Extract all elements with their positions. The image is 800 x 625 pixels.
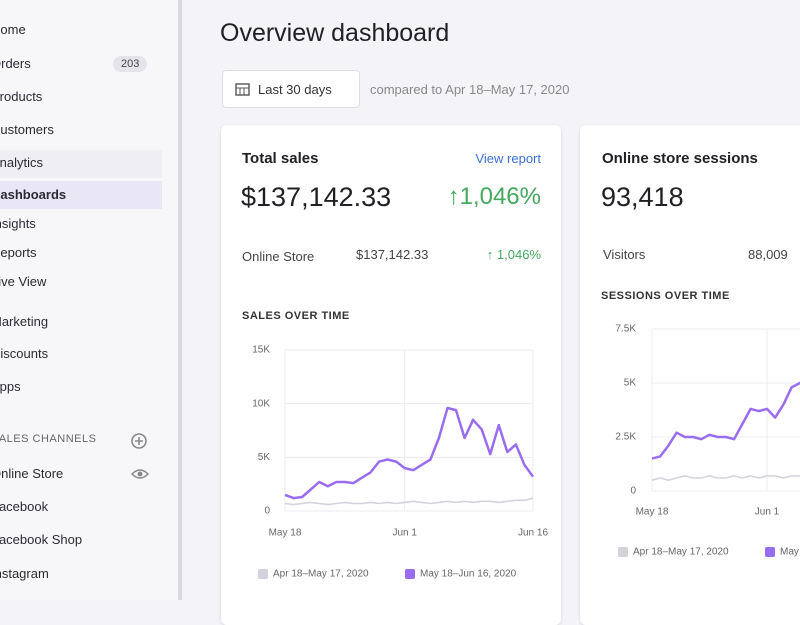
- nav-item[interactable]: Live View: [0, 274, 47, 289]
- legend-label: Apr 18–May 17, 2020: [273, 569, 369, 580]
- line-series: [284, 497, 534, 506]
- y-tick-label: 5K: [258, 452, 271, 463]
- total-change: ↑1,046%: [447, 183, 541, 210]
- y-tick-label: 7.5K: [615, 324, 636, 335]
- x-tick-label: May 18: [636, 507, 669, 518]
- y-tick-label: 15K: [252, 345, 270, 356]
- row-label: Online Store: [242, 249, 315, 264]
- date-button-label: Last 30 days: [258, 82, 332, 97]
- legend-label: May 18–Jun 16, 2020: [420, 569, 517, 580]
- nav-item[interactable]: Discounts: [0, 346, 49, 361]
- row-value: $137,142.33: [356, 247, 429, 262]
- row-highlight: [0, 150, 162, 178]
- y-tick-label: 5K: [624, 378, 637, 389]
- nav-item[interactable]: Reports: [0, 245, 37, 260]
- legend-swatch: [405, 569, 415, 579]
- line-series: [284, 406, 535, 500]
- nav-item[interactable]: Customers: [0, 122, 54, 137]
- row-label: Visitors: [603, 247, 646, 262]
- x-tick-label: Jun 1: [755, 507, 780, 518]
- row-selected: [0, 181, 162, 209]
- x-tick-label: May 18: [269, 528, 302, 539]
- row-change: ↑ 1,046%: [486, 247, 541, 262]
- x-tick-label: Jun 1: [392, 528, 417, 539]
- nav-item[interactable]: Dashboards: [0, 187, 67, 202]
- sales-card: Total sales View report $137,142.33 ↑1,0…: [221, 125, 561, 625]
- nav-item[interactable]: Products: [0, 89, 43, 104]
- page-title: Overview dashboard: [220, 19, 450, 47]
- line-series: [651, 381, 800, 460]
- legend-swatch: [618, 547, 628, 557]
- line-series: [651, 475, 800, 481]
- nav-item[interactable]: Analytics: [0, 155, 44, 170]
- legend-swatch: [258, 569, 268, 579]
- comparison-text: compared to Apr 18–May 17, 2020: [370, 82, 570, 97]
- row-value: 88,009: [748, 247, 788, 262]
- y-tick-label: 0: [264, 506, 270, 517]
- total-value: $137,142.33: [241, 182, 392, 212]
- charts: 0 5K 10K 15K May 18 Jun 1 Jun 16 Apr 18–May 17,…: [252, 324, 800, 580]
- channel-item[interactable]: Online Store: [0, 466, 64, 481]
- section-title: SALES CHANNELS: [0, 433, 97, 445]
- sidebar: Home Orders 203 Products Customers Analytics D…: [0, 0, 182, 600]
- chart-title: SESSIONS OVER TIME: [601, 290, 730, 302]
- channel-item[interactable]: Facebook: [0, 499, 49, 514]
- x-tick-label: Jun 16: [518, 528, 548, 539]
- nav-item[interactable]: Apps: [0, 379, 21, 394]
- card-title: Total sales: [242, 150, 319, 167]
- legend-label: May 18–Jun 16, 2020: [780, 547, 800, 558]
- y-tick-label: 10K: [252, 398, 270, 409]
- nav-item[interactable]: Marketing: [0, 314, 49, 329]
- date-button[interactable]: Last 30 days: [222, 70, 360, 108]
- channel-item[interactable]: Instagram: [0, 566, 49, 581]
- add-icon[interactable]: [130, 432, 148, 450]
- channel-item[interactable]: Facebook Shop: [0, 532, 83, 547]
- view-report-link[interactable]: View report: [475, 151, 541, 166]
- y-tick-label: 2.5K: [615, 432, 636, 443]
- nav-badge: 203: [113, 56, 148, 72]
- legend-swatch: [765, 547, 775, 557]
- card-title: Online store sessions: [602, 150, 758, 167]
- legend-label: Apr 18–May 17, 2020: [633, 547, 729, 558]
- total-value: 93,418: [601, 182, 684, 212]
- nav-item[interactable]: Home: [0, 22, 26, 37]
- view-icon[interactable]: [130, 466, 150, 482]
- nav-item[interactable]: Orders: [0, 56, 31, 71]
- calendar-icon: [235, 83, 250, 96]
- y-tick-label: 0: [630, 486, 636, 497]
- chart-title: SALES OVER TIME: [242, 310, 350, 322]
- nav-item[interactable]: Insights: [0, 216, 36, 231]
- sessions-card: Online store sessions 93,418 Visitors 88…: [580, 125, 800, 625]
